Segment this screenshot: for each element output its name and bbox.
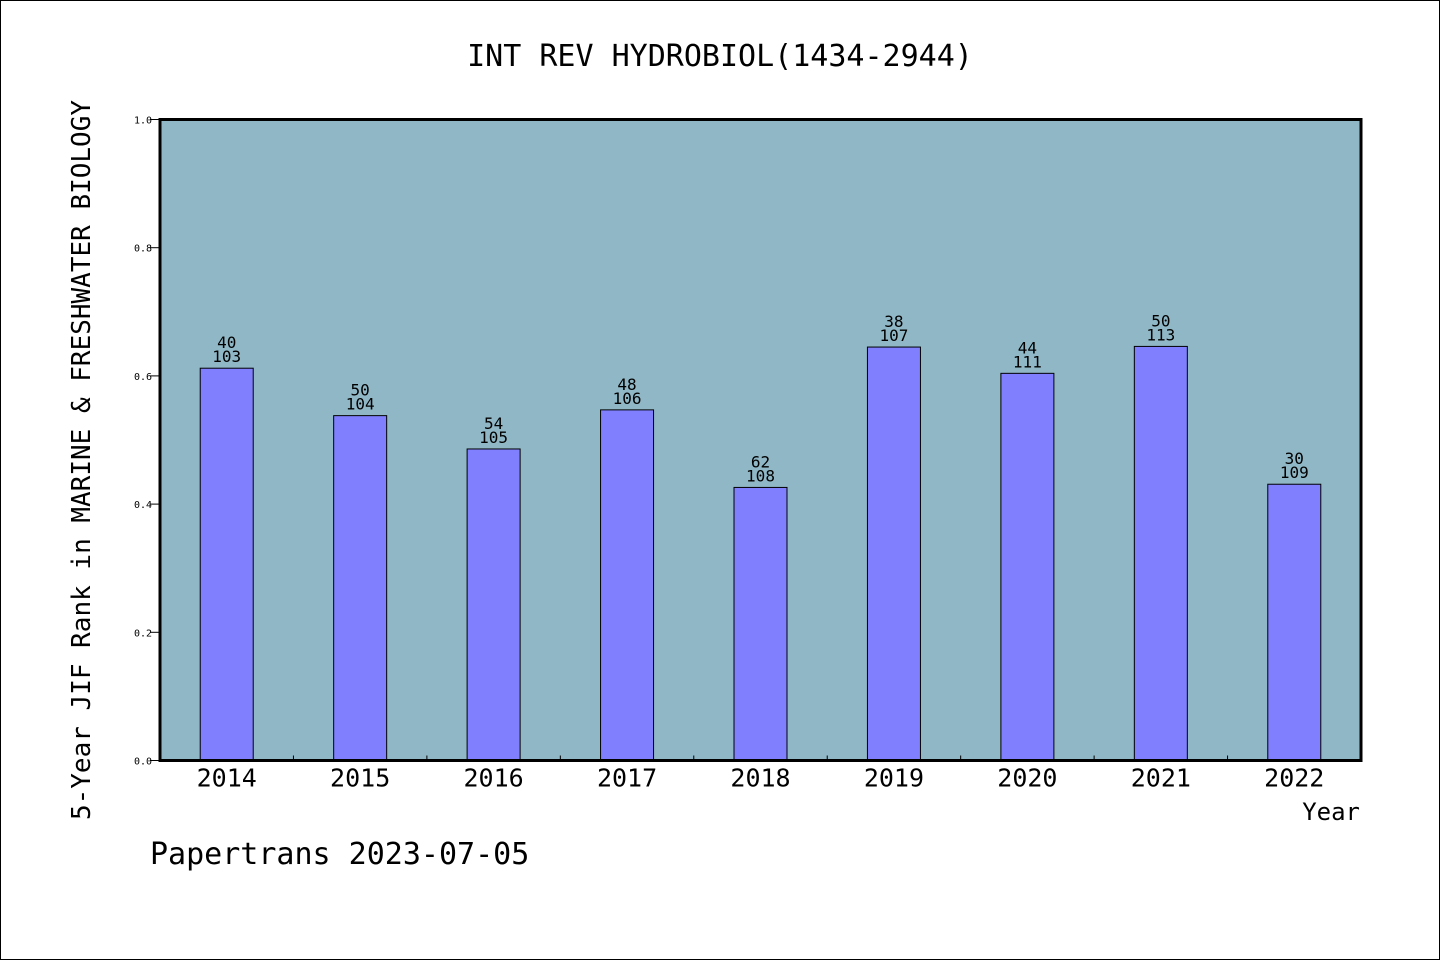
bar-total-label: 111 [1013,352,1042,371]
x-tick-label: 2016 [464,764,524,793]
footer-text: Papertrans 2023-07-05 [150,837,529,872]
bar-2022 [1267,483,1322,761]
bar-rank-label: 48 [617,375,636,394]
bars [199,345,1322,761]
bar-2016 [466,448,521,761]
bar-2019 [866,346,921,761]
bar-total-label: 107 [879,326,908,345]
x-tick-label: 2019 [864,764,924,793]
bar-2021 [1133,345,1188,761]
y-tick-label: 0.6 [134,372,152,383]
bar-rank-label: 44 [1018,338,1037,357]
bar-total-label: 104 [346,395,375,414]
bar-rank-label: 50 [1151,311,1170,330]
bar-total-label: 105 [479,428,508,447]
bar-total-label: 109 [1280,463,1309,482]
x-tick-label: 2018 [730,764,790,793]
bar-rank-label: 40 [217,333,236,352]
x-tick-label: 2020 [997,764,1057,793]
bar-2017 [600,409,655,761]
y-axis-label: 5-Year JIF Rank in MARINE & FRESHWATER B… [67,100,97,820]
plot-border [158,118,1363,762]
x-tick-label: 2015 [330,764,390,793]
y-tick-label: 1.0 [134,116,152,127]
bar-rank-label: 30 [1285,449,1304,468]
bar-rank-label: 50 [351,381,370,400]
bar-2014 [199,367,254,761]
bar-total-label: 113 [1146,325,1175,344]
chart-title: INT REV HYDROBIOL(1434-2944) [467,39,973,74]
y-axis: 0.0 0.2 0.4 0.6 0.8 1.0 [134,116,160,768]
bar-total-label: 103 [212,347,241,366]
bar-2018 [733,486,788,761]
y-tick-label: 0.0 [134,757,152,768]
x-tick-label: 2022 [1264,764,1324,793]
x-axis-label: Year [1302,798,1360,826]
bar-rank-label: 62 [751,452,770,471]
x-tick-label: 2014 [197,764,257,793]
bar-labels: 4010350104541054810662108381074411150113… [212,311,1308,485]
bar-2020 [1000,372,1055,761]
y-tick-label: 0.2 [134,628,152,639]
bar-rank-label: 54 [484,414,503,433]
y-tick-label: 0.4 [134,500,152,511]
x-tick-label: 2017 [597,764,657,793]
x-tick-label: 2021 [1131,764,1191,793]
bar-total-label: 108 [746,466,775,485]
bar-rank-label: 38 [884,312,903,331]
bar-2015 [333,415,388,761]
y-tick-label: 0.8 [134,244,152,255]
x-axis: 2014 2015 2016 2017 2018 2019 2020 2021 2022 [197,755,1324,793]
bar-total-label: 106 [613,389,642,408]
